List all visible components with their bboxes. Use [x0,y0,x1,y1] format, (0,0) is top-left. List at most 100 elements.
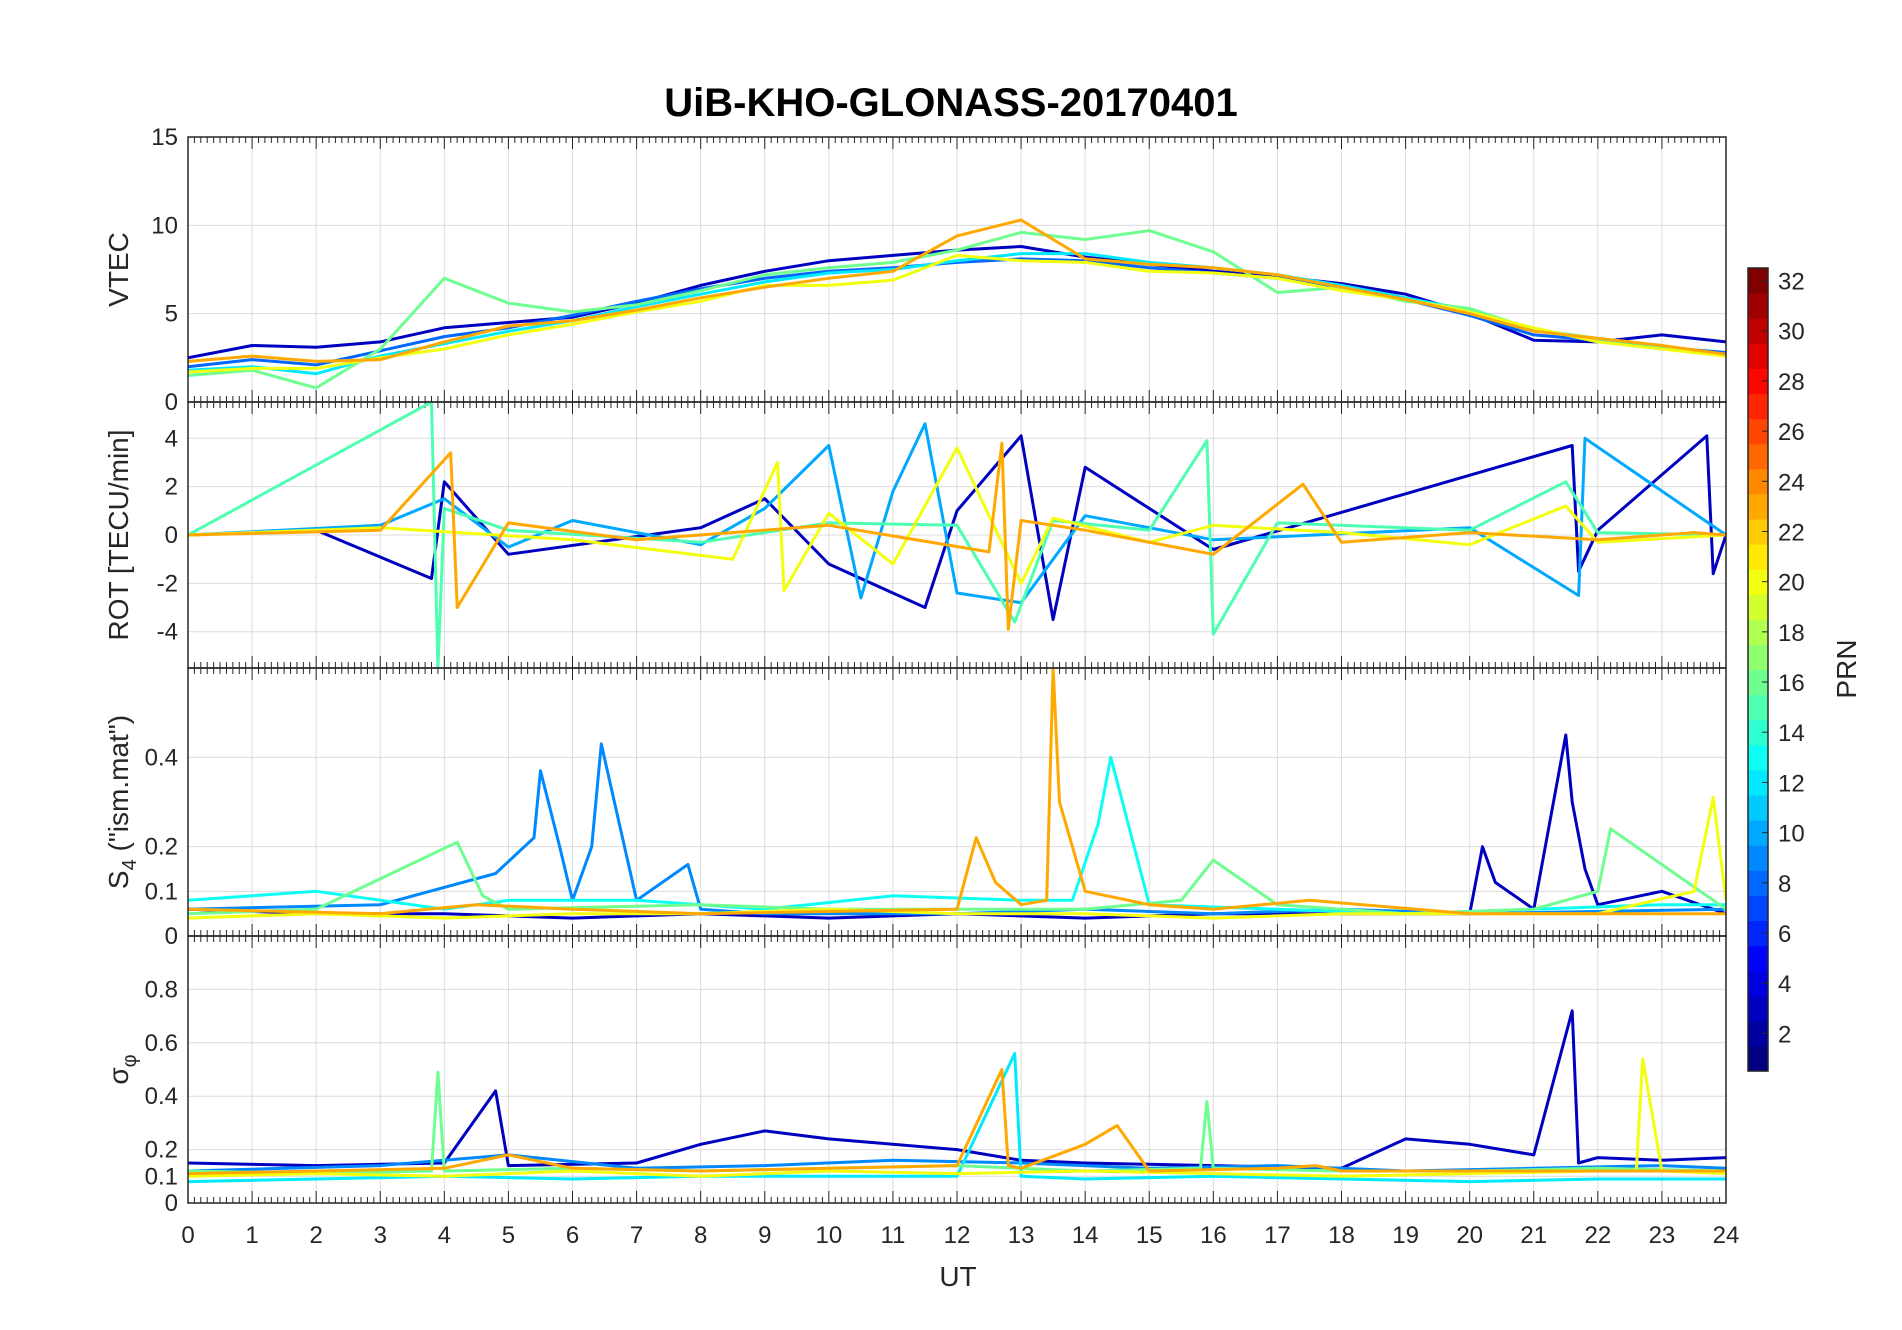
colorbar-swatch [1748,619,1768,645]
colorbar-swatch [1748,920,1768,947]
colorbar-swatch [1748,343,1768,369]
colorbar-swatch [1748,318,1768,344]
colorbar-swatch [1748,368,1768,395]
panel-3: 00.10.20.4S4 ("ism.mat") [103,667,1727,950]
colorbar-tick-label: 28 [1778,369,1805,396]
colorbar-swatch [1748,418,1768,445]
colorbar-tick-label: 18 [1778,620,1805,647]
colorbar-label: PRN [1831,639,1862,698]
colorbar-tick-label: 14 [1778,720,1805,747]
colorbar-swatch [1748,393,1768,420]
colorbar-swatch [1748,845,1768,871]
x-tick-label: 19 [1392,1222,1419,1249]
colorbar-swatch [1748,895,1768,922]
x-tick-label: 5 [502,1222,515,1249]
colorbar-swatch [1748,594,1768,620]
colorbar-tick-label: 10 [1778,821,1805,848]
colorbar-tick-label: 6 [1778,921,1791,948]
colorbar-swatch [1748,995,1768,1022]
x-tick-label: 23 [1649,1222,1676,1249]
series-group [188,1009,1726,1184]
colorbar-swatch [1748,644,1768,671]
y-tick-label: 15 [151,124,178,151]
series-prn-15 [188,402,1726,668]
y-tick-label: 0.4 [145,744,178,771]
colorbar-tick-label: 22 [1778,519,1805,546]
x-tick-label: 7 [630,1222,643,1249]
colorbar-swatch [1748,744,1768,771]
series-prn-20 [188,446,1726,593]
series-prn-16 [188,229,1726,390]
colorbar-swatch [1748,268,1768,294]
series-prn-12 [188,252,1726,376]
x-tick-label: 11 [880,1222,905,1249]
series-prn-23 [188,668,1726,916]
x-tick-label: 18 [1328,1222,1355,1249]
y-axis-label-rest: ("ism.mat") [103,715,134,859]
x-tick-label: 9 [758,1222,771,1249]
y-tick-label: -2 [157,570,178,597]
colorbar-swatch [1748,493,1768,520]
colorbar-swatch [1748,794,1768,821]
colorbar-tick-label: 26 [1778,419,1805,446]
colorbar-swatch [1748,694,1768,721]
y-axis-label-sub: φ [119,1054,141,1067]
y-tick-label: -4 [157,619,178,646]
y-axis-label: ROT [TECU/min] [103,429,134,640]
series-prn-10 [188,422,1726,605]
colorbar-swatch [1748,945,1768,972]
colorbar-tick-label: 8 [1778,871,1791,898]
x-tick-label: 6 [566,1222,579,1249]
colorbar-swatch [1748,518,1768,545]
colorbar-swatch [1748,669,1768,696]
series-prn-20 [188,253,1726,374]
x-tick-label: 4 [438,1222,451,1249]
y-tick-label: 0 [165,923,178,950]
colorbar-swatch [1748,443,1768,470]
colorbar-tick-label: 16 [1778,670,1805,697]
y-tick-label: 0.4 [145,1083,178,1110]
x-tick-label: 16 [1200,1222,1227,1249]
x-tick-label: 8 [694,1222,707,1249]
colorbar-swatch [1748,769,1768,796]
x-axis-label: UT [939,1261,976,1292]
colorbar-tick-label: 4 [1778,971,1791,998]
y-axis-label-main: σ [103,1067,134,1084]
y-tick-label: 0.8 [145,976,178,1003]
colorbar-tick-label: 30 [1778,319,1805,346]
x-tick-label: 24 [1713,1222,1740,1249]
x-tick-label: 0 [181,1222,194,1249]
panel-2: -4 -2 0 2 4 ROT [TECU/min] [103,401,1727,669]
x-tick-label: 12 [944,1222,971,1249]
y-tick-label: 0.1 [145,1163,178,1190]
y-tick-label: 2 [165,474,178,501]
colorbar-tick-label: 20 [1778,570,1805,597]
series-group [188,402,1726,668]
y-tick-label: 4 [165,425,178,452]
x-tick-label: 1 [245,1222,258,1249]
colorbar-swatch [1748,569,1768,595]
y-axis-label: VTEC [103,232,134,307]
series-prn-20 [188,796,1726,920]
colorbar-tick-label: 2 [1778,1021,1791,1048]
x-tick-label: 3 [374,1222,387,1249]
chart-title: UiB-KHO-GLONASS-20170401 [664,81,1238,125]
colorbar-tick-label: 32 [1778,269,1805,296]
x-tick-label: 2 [309,1222,322,1249]
colorbar-swatch [1748,970,1768,997]
colorbar-swatch [1748,1045,1768,1072]
y-axis-label-main: S [103,870,134,889]
x-tick-label: 20 [1456,1222,1483,1249]
x-tick-label: 15 [1136,1222,1163,1249]
colorbar-swatch [1748,1020,1768,1047]
x-tick-label: 13 [1008,1222,1035,1249]
series-prn-23 [188,441,1726,631]
panel-4: 00.10.2 0.4 0.6 0.8 σφ [103,935,1727,1217]
y-tick-label: 0.2 [145,1137,178,1164]
series-group [188,218,1726,390]
series-prn-16 [188,827,1726,916]
y-axis-label-sub: 4 [119,859,141,870]
panel-frame [187,935,1727,1204]
